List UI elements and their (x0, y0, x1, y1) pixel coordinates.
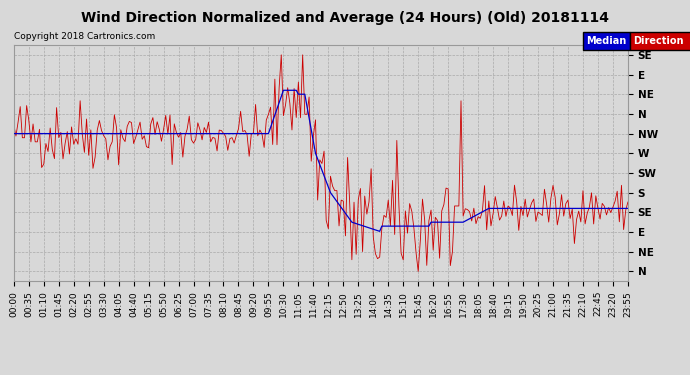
Text: Median: Median (586, 36, 627, 46)
Text: Copyright 2018 Cartronics.com: Copyright 2018 Cartronics.com (14, 32, 155, 41)
Text: Direction: Direction (633, 36, 684, 46)
Text: Wind Direction Normalized and Average (24 Hours) (Old) 20181114: Wind Direction Normalized and Average (2… (81, 11, 609, 25)
